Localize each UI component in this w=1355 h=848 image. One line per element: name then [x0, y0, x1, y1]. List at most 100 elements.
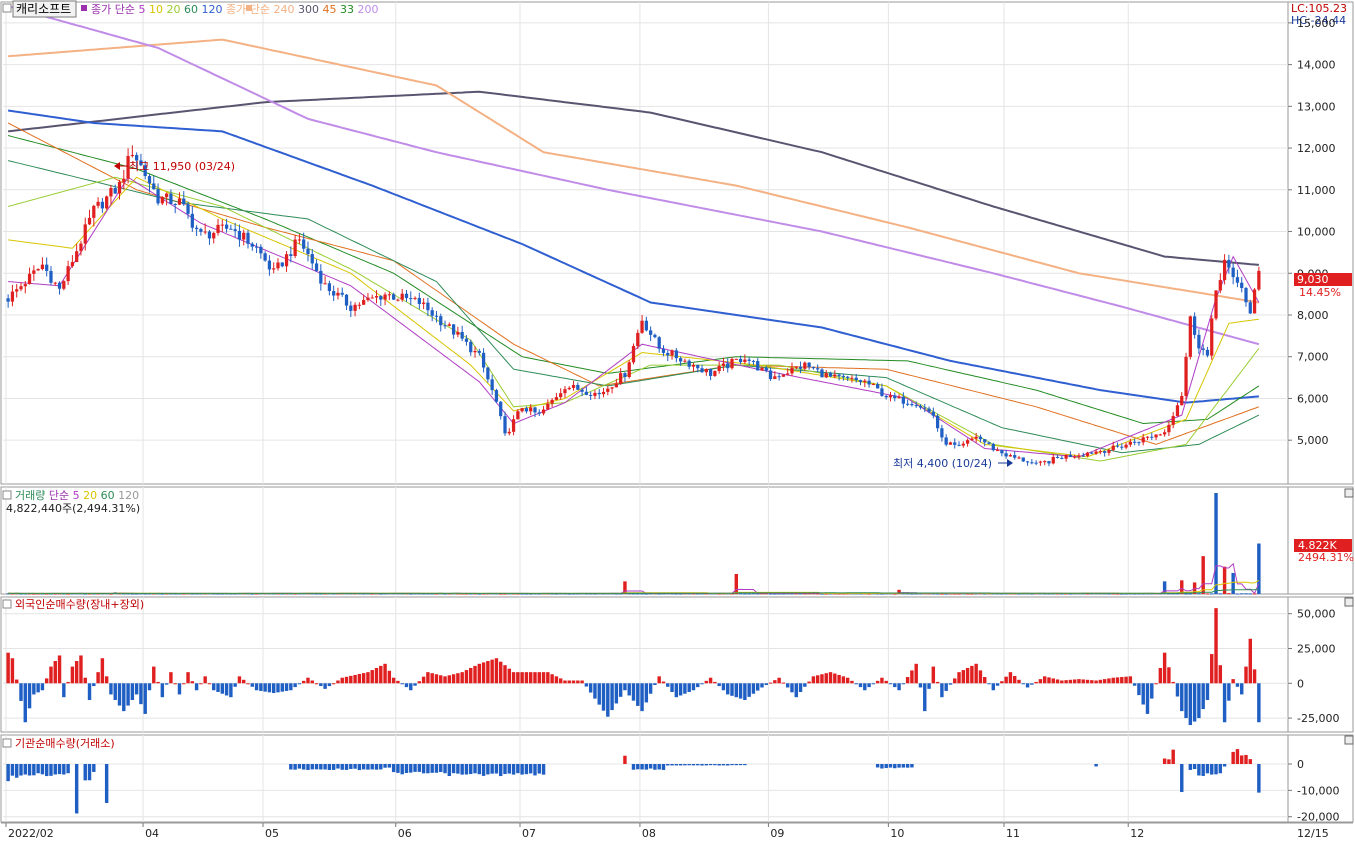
stock-name-box[interactable]	[12, 0, 77, 18]
candle-body	[1244, 287, 1248, 303]
volume-bar	[443, 593, 447, 595]
volume-bar	[743, 593, 747, 595]
candle-body	[893, 395, 897, 399]
foreign-legend: 외국인순매수량(장내+장외)	[2, 598, 144, 611]
candle-body	[1047, 461, 1051, 464]
net-bar-inst	[57, 764, 62, 775]
volume-bar	[931, 593, 936, 595]
volume-bar	[190, 593, 195, 595]
candle	[631, 343, 636, 365]
candle-body	[670, 350, 674, 356]
volume-bar	[173, 593, 177, 595]
stock-name[interactable]: 캐리소프트	[16, 2, 71, 16]
volume-bar	[1111, 593, 1115, 595]
candle-body	[443, 325, 447, 327]
ma-line-240	[8, 38, 1260, 304]
candle-body	[32, 270, 36, 274]
net-bar-inst	[36, 764, 40, 774]
candle	[57, 281, 62, 295]
foreign-close-icon[interactable]	[1344, 597, 1354, 607]
net-bar-frn	[499, 661, 503, 684]
legend-ma-short-icon	[81, 5, 87, 11]
candle	[336, 287, 340, 300]
volume-bar	[426, 593, 430, 595]
net-bar-frn	[730, 683, 734, 696]
legend-box-icon[interactable]	[2, 3, 12, 13]
candle	[923, 403, 927, 413]
candle	[627, 359, 631, 379]
candle	[272, 262, 276, 274]
candle-body	[923, 407, 927, 409]
candle	[768, 367, 773, 381]
candle-body	[807, 362, 811, 368]
candle	[237, 224, 242, 247]
volume-bar	[331, 593, 336, 595]
candle-body	[83, 224, 87, 244]
net-bar-inst	[413, 764, 417, 772]
net-bar-inst	[409, 764, 413, 773]
net-bar-frn	[353, 674, 357, 684]
candle	[803, 361, 807, 371]
candle-body	[1111, 445, 1115, 451]
volume-bar	[1167, 593, 1171, 595]
net-bar-inst	[6, 764, 10, 782]
candle-body	[1210, 318, 1214, 356]
candle-body	[550, 399, 554, 404]
volume-bar	[27, 593, 32, 595]
net-bar-frn	[1244, 666, 1248, 684]
net-bar-frn	[494, 658, 499, 684]
net-bar-frn	[606, 683, 610, 717]
candle	[1047, 460, 1051, 467]
candle	[1120, 443, 1124, 450]
net-bar-frn	[923, 683, 927, 712]
net-bar-inst	[1257, 764, 1261, 793]
net-bar-frn	[683, 683, 687, 694]
candle	[374, 290, 379, 304]
net-bar-frn	[477, 663, 482, 684]
net-bar-inst	[469, 764, 473, 775]
net-bar-frn	[439, 675, 443, 684]
current-price-badge	[1294, 273, 1352, 286]
volume-legend-box-icon[interactable]	[2, 490, 12, 500]
institution-close-icon[interactable]	[1344, 735, 1354, 745]
net-bar-frn	[10, 658, 15, 684]
net-bar-frn	[640, 683, 644, 712]
candle	[940, 424, 944, 442]
foreign-legend-box-icon[interactable]	[2, 599, 12, 609]
candle-body	[237, 230, 242, 240]
legend-item: 45	[319, 3, 337, 16]
volume-close-icon[interactable]	[1344, 488, 1354, 498]
volume-bar	[19, 593, 23, 595]
volume-bar	[717, 593, 721, 595]
volume-bar	[409, 593, 413, 595]
candle	[910, 401, 914, 407]
volume-bar	[734, 574, 739, 594]
net-bar-frn	[1162, 652, 1167, 684]
candle	[661, 345, 666, 357]
net-bar-frn	[691, 683, 696, 691]
volume-bar	[1231, 572, 1235, 594]
net-bar-frn	[858, 683, 863, 688]
volume-bar	[674, 593, 679, 595]
candle	[987, 441, 991, 445]
candle	[1205, 346, 1210, 358]
net-bar-frn	[666, 683, 670, 687]
net-bar-frn	[871, 683, 876, 685]
volume-bar	[584, 593, 589, 595]
candle-body	[1145, 436, 1150, 438]
candle	[135, 152, 139, 169]
candle-body	[430, 310, 434, 316]
price-tick-label: 6,000	[1297, 392, 1329, 405]
candle-body	[914, 405, 918, 407]
candle	[1158, 433, 1162, 436]
candle	[36, 268, 40, 271]
candle	[83, 217, 87, 251]
institution-legend-box-icon[interactable]	[2, 738, 12, 748]
volume-bar	[1017, 593, 1021, 595]
net-bar-inst	[1244, 754, 1248, 764]
net-bar-inst	[678, 764, 683, 766]
candle-body	[169, 193, 173, 205]
volume-bar	[957, 593, 961, 595]
candle	[726, 358, 730, 373]
